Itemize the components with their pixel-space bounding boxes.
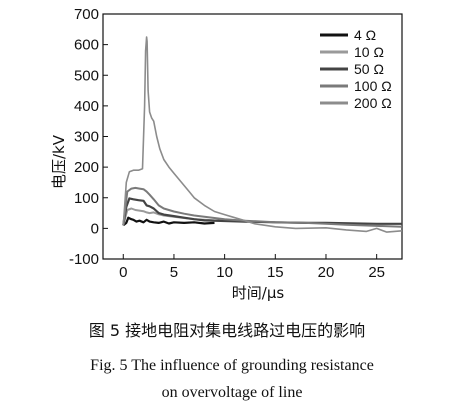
x-tick-label: 5 — [170, 264, 178, 281]
axes: -100 0 100 200 300 400 500 600 700 0 5 10 15 20 25 — [69, 6, 385, 281]
series-line-5 — [122, 36, 403, 233]
figure-caption-english-line-2: on overvoltage of line — [161, 384, 303, 401]
figure-caption-english-line-1: Fig. 5 The influence of grounding resist… — [90, 357, 374, 374]
x-tick-label: 10 — [216, 264, 233, 281]
x-tick-label: 20 — [318, 264, 335, 281]
x-tick-label: 0 — [119, 264, 127, 281]
legend-label-5: 200 Ω — [354, 95, 392, 111]
y-tick-label: -100 — [69, 251, 99, 268]
series-line-4 — [122, 186, 403, 228]
y-tick-label: 400 — [74, 98, 99, 115]
y-tick-label: 500 — [74, 67, 99, 84]
series-group — [122, 36, 403, 233]
x-tick-label: 25 — [368, 264, 385, 281]
figure-caption-chinese: 图 5 接地电阻对集电线路过电压的影响 — [88, 321, 366, 340]
y-axis-label: 电压/kV — [50, 134, 68, 189]
x-tick-label: 15 — [267, 264, 284, 281]
legend-label-1: 4 Ω — [354, 27, 376, 43]
y-tick-label: 600 — [74, 37, 99, 54]
y-tick-label: 700 — [74, 6, 99, 23]
y-tick-label: 0 — [91, 220, 99, 237]
legend-label-2: 10 Ω — [354, 44, 384, 60]
figure-caption-english: Fig. 5 The influence of grounding resist… — [22, 352, 442, 406]
legend-label-4: 100 Ω — [354, 78, 392, 94]
x-axis-label: 时间/μs — [232, 284, 285, 302]
y-tick-label: 200 — [74, 159, 99, 176]
y-tick-label: 100 — [74, 190, 99, 207]
chart: -100 0 100 200 300 400 500 600 700 0 5 10 15 20 25 4 Ω… — [50, 6, 403, 302]
series-line-1 — [122, 216, 215, 227]
legend-label-3: 50 Ω — [354, 61, 384, 77]
y-tick-label: 300 — [74, 129, 99, 146]
